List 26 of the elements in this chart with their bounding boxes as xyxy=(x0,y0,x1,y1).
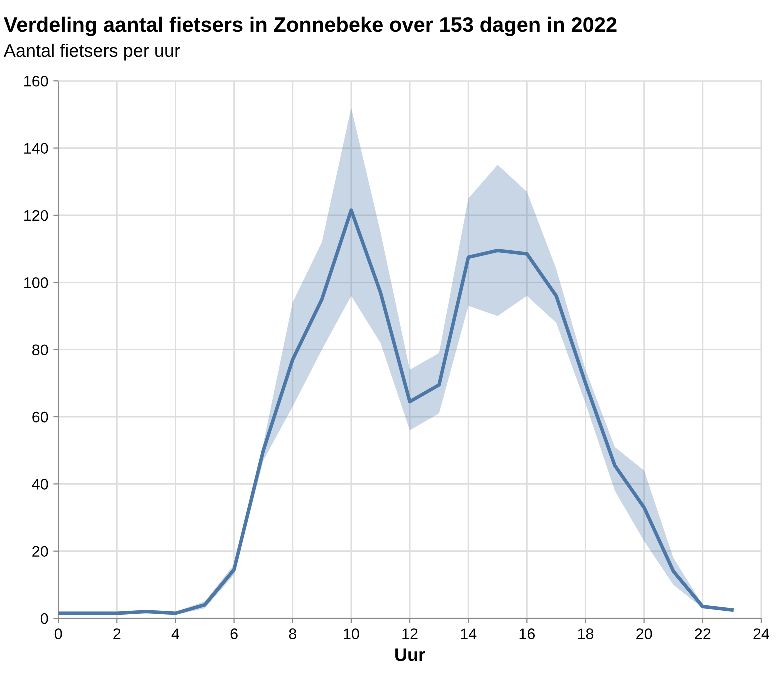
x-tick-label: 18 xyxy=(578,628,594,640)
y-tick-label: 100 xyxy=(24,278,48,288)
chart-subtitle: Aantal fietsers per uur xyxy=(4,44,180,61)
x-tick-label: 20 xyxy=(636,628,652,640)
x-tick-label: 16 xyxy=(520,628,535,640)
x-tick-label: 0 xyxy=(54,628,62,640)
y-tick-label: 80 xyxy=(32,344,48,356)
chart-title: Verdeling aantal fietsers in Zonnebeke over 153 dagen in 2022 xyxy=(4,16,617,36)
x-tick-label: 6 xyxy=(230,628,238,640)
y-tick-label: 160 xyxy=(24,76,48,87)
y-tick-label: 0 xyxy=(40,613,48,624)
x-tick-label: 24 xyxy=(754,628,770,640)
x-tick-label: 14 xyxy=(461,628,477,640)
y-tick-label: 140 xyxy=(24,143,48,154)
x-tick-label: 22 xyxy=(695,628,711,640)
y-tick-label: 120 xyxy=(24,210,48,222)
x-tick-label: 4 xyxy=(172,628,180,640)
x-tick-label: 12 xyxy=(402,628,418,640)
x-tick-label: 10 xyxy=(344,628,360,640)
line-series xyxy=(58,208,734,616)
x-axis-title: Uur xyxy=(396,648,426,662)
y-tick-label: 60 xyxy=(32,412,48,423)
x-tick-label: 8 xyxy=(289,628,296,640)
y-tick-label: 40 xyxy=(32,479,48,490)
x-tick-label: 2 xyxy=(114,628,121,640)
y-tick-label: 20 xyxy=(32,546,48,558)
